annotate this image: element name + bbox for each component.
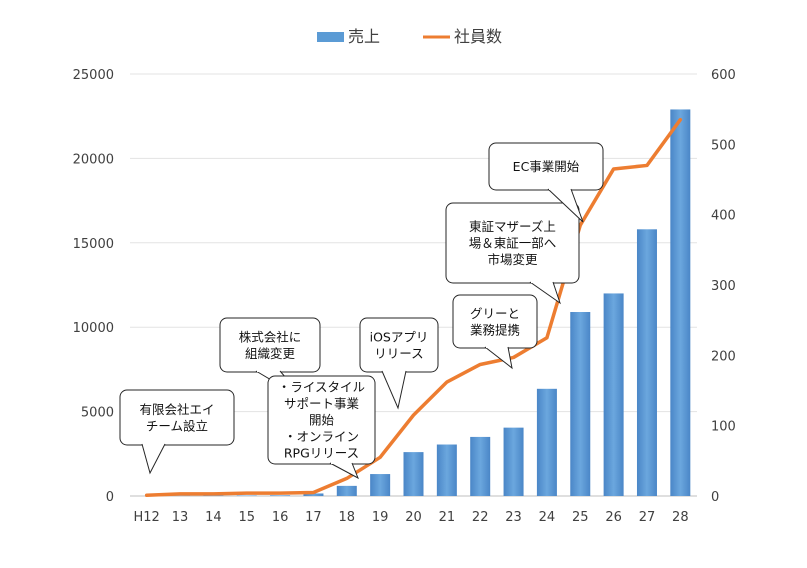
x-axis-tick-label: 15	[238, 510, 255, 525]
callout-text: 市場変更	[487, 252, 538, 267]
bar-sales	[536, 388, 557, 496]
right-axis-tick-label: 0	[711, 490, 719, 505]
callout-text: iOSアプリ	[370, 329, 429, 344]
bar-sales	[470, 436, 491, 496]
callout-tail	[141, 443, 166, 475]
callout-text: ・オンライン	[284, 429, 359, 444]
callout-text: 東証マザーズ上	[469, 219, 556, 234]
callout-box	[445, 202, 580, 284]
callout-text: 組織変更	[245, 346, 296, 361]
callout-tail	[329, 462, 359, 480]
callout-text: RPGリリース	[284, 446, 359, 461]
x-axis-tick-label: 20	[405, 510, 422, 525]
x-axis-tick-label: 17	[305, 510, 322, 525]
callout-text: EC事業開始	[513, 159, 580, 174]
callout-text: 株式会社に	[239, 329, 302, 344]
callout-text: リリース	[374, 346, 423, 361]
legend-label-bar: 売上	[348, 27, 380, 46]
bar-sales	[403, 452, 424, 496]
x-axis-tick-label: 13	[172, 510, 189, 525]
x-axis-tick-label: 27	[639, 510, 656, 525]
callout-tail	[381, 370, 407, 410]
x-axis-tick-label: 28	[672, 510, 689, 525]
callout-text: ・ライスタイル	[278, 380, 365, 395]
left-axis-tick-label: 10000	[73, 321, 114, 336]
callout-text: グリーと	[470, 306, 520, 321]
left-axis-tick-label: 20000	[73, 152, 114, 167]
callout-box	[267, 375, 376, 465]
x-axis-tick-label: 24	[539, 510, 556, 525]
x-axis-tick-label: 25	[572, 510, 589, 525]
callout-text: 開始	[309, 413, 335, 428]
right-axis-tick-label: 300	[711, 279, 736, 294]
bar-sales	[270, 495, 291, 496]
x-axis-tick-label: 19	[372, 510, 389, 525]
x-axis-tick-label: H12	[134, 510, 160, 525]
right-axis-tick-label: 400	[711, 209, 736, 224]
callout-box	[488, 142, 604, 191]
right-axis-tick-label: 600	[711, 68, 736, 83]
callout-text: 場＆東証一部へ	[469, 236, 557, 251]
left-axis-tick-label: 5000	[81, 406, 114, 421]
x-axis-tick-label: 14	[205, 510, 222, 525]
right-axis-tick-label: 500	[711, 138, 736, 153]
left-axis-tick-label: 25000	[73, 68, 114, 83]
callout-text: 有限会社エイ	[139, 402, 214, 417]
callout-text: サポート事業	[284, 396, 360, 411]
callout-tail	[484, 346, 513, 370]
bar-sales	[336, 485, 357, 496]
right-axis-tick-label: 200	[711, 349, 736, 364]
bar-sales	[436, 444, 457, 496]
bar-sales	[236, 495, 257, 496]
x-axis-tick-label: 21	[439, 510, 456, 525]
callout-text: 業務提携	[470, 322, 520, 337]
bar-sales	[636, 229, 657, 496]
bar-sales	[603, 293, 624, 496]
left-axis-tick-label: 0	[106, 490, 114, 505]
bar-sales	[503, 427, 524, 496]
bar-sales	[303, 493, 324, 496]
callout-text: チーム設立	[146, 418, 208, 433]
legend-label-line: 社員数	[454, 27, 502, 46]
bar-sales	[370, 474, 391, 496]
x-axis-tick-label: 26	[605, 510, 622, 525]
x-axis-tick-label: 16	[272, 510, 289, 525]
x-axis-tick-label: 18	[339, 510, 356, 525]
right-axis-tick-label: 100	[711, 420, 736, 435]
legend-swatch-bar	[317, 32, 344, 42]
bar-sales	[570, 312, 591, 496]
x-axis-tick-label: 23	[505, 510, 522, 525]
callout-box	[119, 389, 235, 446]
x-axis-tick-label: 22	[472, 510, 489, 525]
callout-tail	[529, 281, 561, 305]
callout-tail	[547, 188, 584, 223]
line-employees	[144, 117, 683, 498]
left-axis-tick-label: 15000	[73, 237, 114, 252]
bar-sales	[670, 109, 691, 496]
